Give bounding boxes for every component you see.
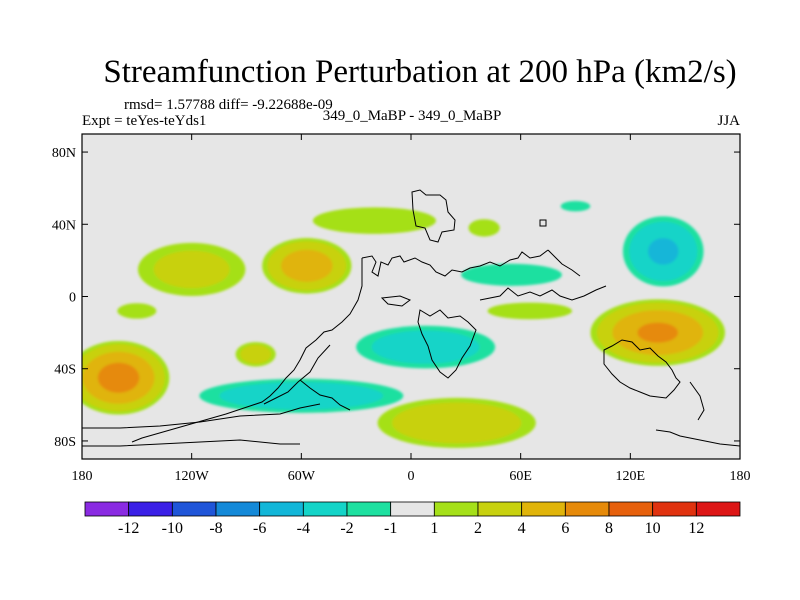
field-anomaly-trough-arctic-asia bbox=[560, 201, 591, 212]
y-tick-label: 80N bbox=[52, 146, 76, 161]
colorbar-swatch bbox=[564, 501, 610, 517]
y-tick-label: 80S bbox=[54, 435, 76, 450]
colorbar-swatch bbox=[652, 501, 697, 517]
colorbar-label: -10 bbox=[162, 520, 183, 537]
x-axis: 180 120W 60W 0 60E 120E 180 bbox=[72, 134, 751, 484]
colorbar-label: 12 bbox=[688, 520, 704, 537]
colorbar-label: 1 bbox=[430, 520, 438, 537]
colorbar-swatch bbox=[695, 501, 741, 517]
colorbar-label: -12 bbox=[118, 520, 139, 537]
colorbar-swatch bbox=[302, 501, 348, 517]
field-anomaly-ridge-sw-pacific bbox=[82, 340, 170, 415]
field-anomaly-trough-n-africa bbox=[461, 263, 562, 286]
colorbar-label: 8 bbox=[605, 520, 613, 537]
colorbar-swatch bbox=[346, 501, 392, 517]
x-tick-label: 0 bbox=[408, 469, 415, 484]
x-tick-label: 120W bbox=[175, 469, 210, 484]
x-tick-label: 180 bbox=[72, 469, 93, 484]
field-anomaly-ridge-s-ocean bbox=[377, 397, 536, 448]
colorbar-swatch bbox=[128, 501, 173, 517]
x-tick-label: 120E bbox=[616, 469, 646, 484]
x-tick-label: 180 bbox=[730, 469, 751, 484]
field-anomaly-ridge-sw-pacific-tail bbox=[117, 303, 157, 319]
colorbar-label: -8 bbox=[209, 520, 222, 537]
x-tick-label: 60W bbox=[288, 469, 316, 484]
continent-outlines bbox=[82, 189, 740, 447]
colorbar-swatch bbox=[259, 501, 304, 517]
colorbar-swatch bbox=[477, 501, 523, 517]
y-tick-label: 0 bbox=[69, 291, 76, 306]
colorbar-swatch bbox=[433, 501, 479, 517]
contour-field bbox=[82, 201, 726, 448]
case-label: 349_0_MaBP - 349_0_MaBP bbox=[323, 108, 502, 124]
colorbar-label: 6 bbox=[561, 520, 569, 537]
field-anomaly-ridge-tropic-e-pacific bbox=[235, 342, 276, 367]
field-anomaly-nh-ridge-npacific bbox=[137, 242, 246, 296]
field-anomaly-nh-ridge-w-asia bbox=[468, 219, 500, 237]
experiment-label: Expt = teYes-teYds1 bbox=[82, 113, 206, 129]
colorbar-swatch bbox=[390, 501, 435, 517]
colorbar-swatch bbox=[608, 501, 654, 517]
field-anomaly-ridge-e-indian bbox=[590, 299, 726, 366]
colorbar-label: 4 bbox=[518, 520, 526, 537]
y-tick-label: 40N bbox=[52, 218, 76, 233]
colorbar-label: 10 bbox=[645, 520, 661, 537]
stats-label: rmsd= 1.57788 diff= -9.22688e-09 bbox=[124, 97, 333, 113]
field-anomaly-ridge-africa-asia bbox=[487, 302, 573, 320]
colorbar-swatch bbox=[84, 501, 130, 517]
y-tick-label: 40S bbox=[54, 363, 76, 378]
y-axis: 80N 40N 0 40S 80S bbox=[52, 146, 740, 450]
colorbar-label: -2 bbox=[340, 520, 353, 537]
field-anomaly-nh-ridge-nwatlantic bbox=[262, 238, 352, 294]
x-tick-label: 60E bbox=[509, 469, 532, 484]
colorbar-label: -1 bbox=[384, 520, 397, 537]
field-anomaly-trough-s-atlantic bbox=[356, 325, 496, 369]
colorbar: -12 -10 -8 -6 -4 -2 -1 1 2 4 6 8 10 12 bbox=[84, 501, 741, 537]
colorbar-label: -4 bbox=[297, 520, 310, 537]
colorbar-swatch bbox=[171, 501, 217, 517]
field-anomaly-trough-n-pacific bbox=[622, 216, 704, 287]
colorbar-swatch bbox=[215, 501, 261, 517]
colorbar-label: -6 bbox=[253, 520, 266, 537]
field-anomaly-nh-ridge-n-atlantic bbox=[312, 207, 437, 234]
colorbar-label: 2 bbox=[474, 520, 482, 537]
chart-title: Streamfunction Perturbation at 200 hPa (… bbox=[103, 54, 736, 90]
season-label: JJA bbox=[717, 113, 740, 129]
colorbar-swatch bbox=[521, 501, 566, 517]
